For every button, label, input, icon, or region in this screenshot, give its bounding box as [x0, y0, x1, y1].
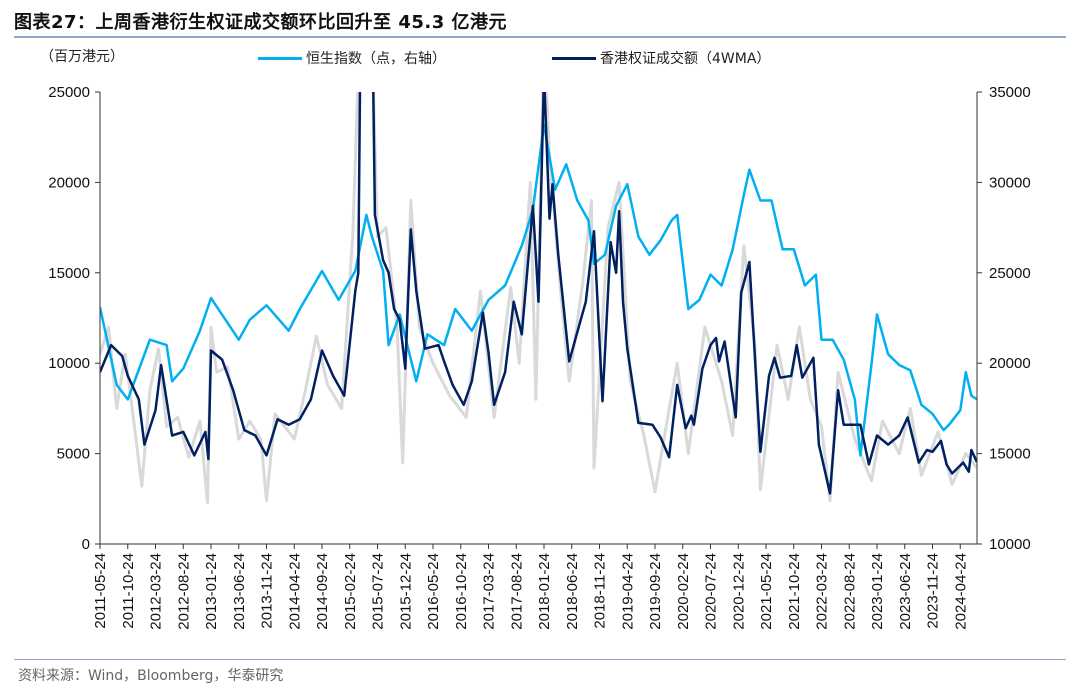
x-tick-label: 2021-10-24 [786, 553, 803, 630]
legend-label-warrant: 香港权证成交额（4WMA） [600, 51, 771, 67]
x-tick-label: 2023-11-24 [925, 553, 942, 629]
x-tick-label: 2013-01-24 [203, 553, 220, 630]
x-tick-label: 2018-11-24 [592, 553, 609, 629]
right-y-tick-label: 20000 [989, 355, 1031, 372]
left-y-tick-label: 20000 [48, 174, 90, 191]
x-tick-label: 2013-11-24 [259, 553, 276, 629]
x-tick-label: 2017-03-24 [481, 553, 498, 630]
x-tick-label: 2022-03-24 [814, 553, 831, 630]
warrant-turnover-weekly-line [100, 92, 977, 504]
left-y-tick-label: 5000 [57, 446, 90, 463]
x-tick-label: 2019-04-24 [619, 553, 636, 630]
x-tick-label: 2013-06-24 [231, 553, 248, 630]
source-note: 资料来源：Wind，Bloomberg，华泰研究 [18, 668, 284, 684]
x-tick-label: 2019-09-24 [647, 553, 664, 630]
x-tick-label: 2014-04-24 [286, 553, 303, 630]
x-tick-label: 2020-02-24 [675, 553, 692, 630]
x-tick-label: 2011-10-24 [120, 553, 137, 629]
left-y-tick-label: 25000 [48, 84, 90, 101]
legend-item-warrant: 香港权证成交额（4WMA） [552, 48, 770, 68]
x-tick-label: 2015-02-24 [342, 553, 359, 630]
right-y-tick-label: 10000 [989, 536, 1031, 553]
chart-plot: 0 5000 10000 15000 20000 25000 10000 15000 20000… [48, 84, 1031, 630]
legend-label-hsi: 恒生指数（点，右轴） [306, 51, 446, 67]
left-y-tick-label: 0 [82, 536, 90, 553]
footer-divider [14, 659, 1066, 660]
title-divider [14, 36, 1066, 38]
x-tick-label: 2012-08-24 [175, 553, 192, 630]
hsi-line [100, 123, 977, 457]
right-y-tick-label: 25000 [989, 265, 1031, 282]
left-y-tick-label: 15000 [48, 265, 90, 282]
left-axis-unit-label: （百万港元） [40, 49, 124, 65]
x-tick-label: 2020-12-24 [730, 553, 747, 630]
x-tick-label: 2023-01-24 [869, 553, 886, 630]
x-tick-label: 2014-09-24 [314, 553, 331, 630]
x-tick-label: 2018-01-24 [536, 553, 553, 630]
right-y-tick-label: 30000 [989, 174, 1031, 191]
right-y-tick-label: 35000 [989, 84, 1031, 101]
x-tick-label: 2012-03-24 [148, 553, 165, 630]
legend-item-hsi: 恒生指数（点，右轴） [258, 48, 446, 68]
legend-swatch-hsi [258, 56, 302, 60]
chart-title: 图表27：上周香港衍生权证成交额环比回升至 45.3 亿港元 [14, 12, 507, 33]
x-tick-label: 2021-05-24 [758, 553, 775, 630]
left-y-tick-label: 10000 [48, 355, 90, 372]
x-tick-label: 2017-08-24 [508, 553, 525, 630]
x-tick-label: 2015-12-24 [397, 553, 414, 630]
right-y-tick-label: 15000 [989, 446, 1031, 463]
x-tick-label: 2011-05-24 [92, 553, 109, 629]
legend-swatch-warrant [552, 56, 596, 60]
x-tick-label: 2020-07-24 [703, 553, 720, 630]
x-tick-label: 2023-06-24 [897, 553, 914, 630]
warrant-turnover-4wma-line [100, 92, 977, 495]
x-tick-label: 2018-06-24 [564, 553, 581, 630]
x-tick-label: 2016-10-24 [453, 553, 470, 630]
x-tick-label: 2016-05-24 [425, 553, 442, 630]
x-tick-label: 2022-08-24 [841, 553, 858, 630]
x-tick-label: 2015-07-24 [370, 553, 387, 630]
x-tick-label: 2024-04-24 [952, 553, 969, 630]
